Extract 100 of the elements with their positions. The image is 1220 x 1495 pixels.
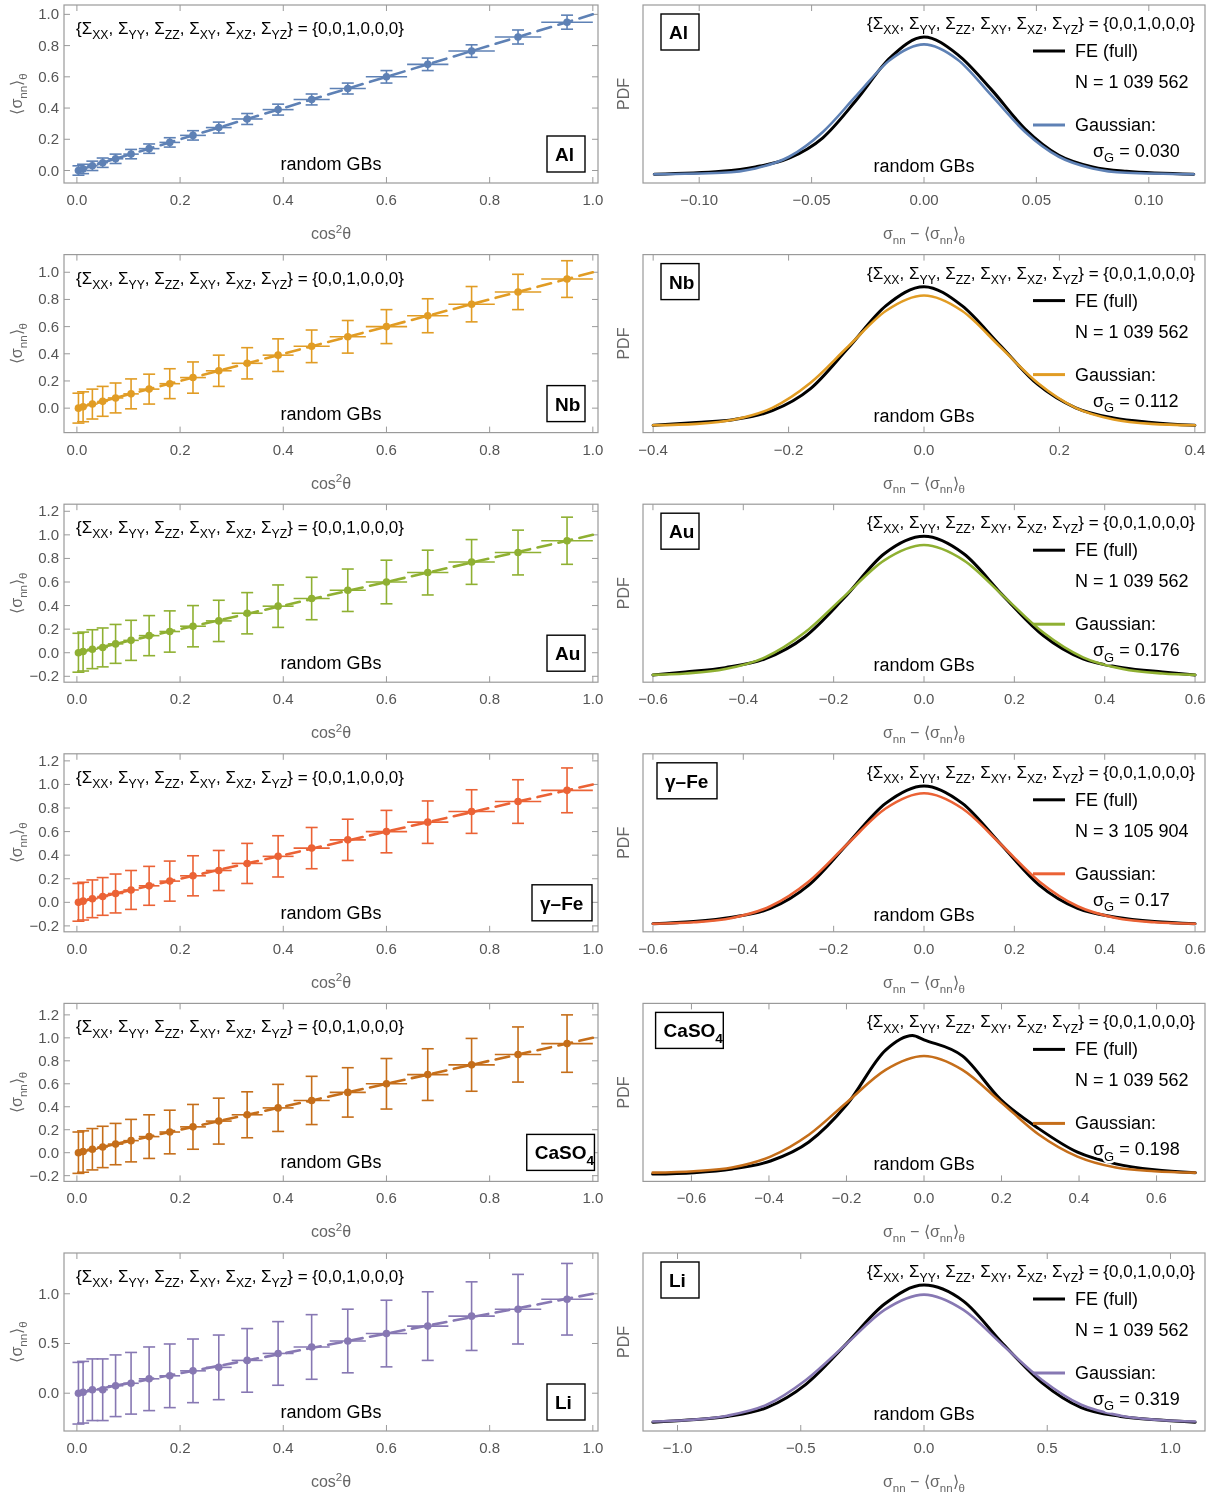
legend-label: Gaussian: (1075, 1363, 1157, 1383)
annotation: Nb (555, 393, 581, 415)
x-tick-label: −0.2 (818, 690, 849, 708)
y-tick-label: 0.6 (38, 317, 59, 335)
x-tick-label: 0.8 (479, 191, 501, 208)
x-axis-title: σ$_{nn}$ − ⟨σ$_{nn}$⟩$_{θ}$ (882, 973, 966, 995)
annotation: N = 1 039 562 (1075, 1320, 1189, 1340)
x-tick-label: 0.2 (991, 1189, 1012, 1207)
text: {Σ$_{XX}$, Σ$_{YY}$, Σ$_{ZZ}$, Σ$_{XY}$, Σ$_{XZ}$, Σ$_{YZ}$} = {0,0,1,0,0,0} (76, 1267, 405, 1291)
y-tick-label: 0.5 (38, 1334, 59, 1352)
y-axis-title: PDF (615, 77, 632, 110)
x-tick-label: −1.0 (662, 1439, 693, 1456)
annotation: N = 1 039 562 (1075, 321, 1189, 342)
annotation: Au (555, 643, 581, 665)
x-tick-label: −0.6 (638, 939, 668, 957)
legend-label: FE (full) (1075, 41, 1138, 61)
x-tick-label: 0.2 (1003, 690, 1025, 708)
text: {Σ$_{XX}$, Σ$_{YY}$, Σ$_{ZZ}$, Σ$_{XY}$, Σ$_{XZ}$, Σ$_{YZ}$} = {0,0,1,0,0,0} (76, 19, 405, 43)
text: {Σ$_{XX}$, Σ$_{YY}$, Σ$_{ZZ}$, Σ$_{XY}$, Σ$_{XZ}$, Σ$_{YZ}$} = {0,0,1,0,0,0} (76, 767, 405, 791)
legend-label: FE (full) (1075, 1039, 1138, 1060)
y-tick-label: 0.0 (38, 643, 59, 661)
x-tick-label: 0.4 (272, 191, 294, 208)
y-tick-label: 1.0 (38, 1028, 59, 1046)
y-tick-label: 1.0 (38, 5, 59, 23)
annotation: σ$_{G}$ = 0.319 (1093, 1389, 1180, 1414)
x-tick-label: 0.6 (376, 1189, 397, 1207)
annotation: γ–Fe (540, 892, 584, 914)
x-tick-label: 0.8 (479, 1439, 501, 1456)
text: {Σ$_{XX}$, Σ$_{YY}$, Σ$_{ZZ}$, Σ$_{XY}$, Σ$_{XZ}$, Σ$_{YZ}$} = {0,0,1,0,0,0} (866, 1012, 1195, 1036)
x-tick-label: 0.0 (66, 1189, 88, 1207)
y-tick-label: 0.4 (38, 99, 59, 117)
annotation: random GBs (873, 655, 975, 676)
annotation: σ$_{G}$ = 0.112 (1093, 390, 1179, 415)
annotation: σ$_{G}$ = 0.030 (1093, 141, 1180, 166)
x-tick-label: 0.2 (1003, 939, 1025, 957)
x-tick-label: 0.6 (376, 939, 397, 957)
y-tick-label: 1.0 (38, 1284, 59, 1302)
x-tick-label: 0.0 (66, 690, 88, 708)
y-tick-label: 0.0 (38, 1143, 59, 1161)
annotation: random GBs (280, 902, 382, 923)
x-tick-label: 0.6 (376, 191, 397, 208)
y-tick-label: 1.0 (38, 263, 59, 281)
text: {Σ$_{XX}$, Σ$_{YY}$, Σ$_{ZZ}$, Σ$_{XY}$, Σ$_{XZ}$, Σ$_{YZ}$} = {0,0,1,0,0,0} (866, 14, 1195, 38)
annotation: random GBs (873, 405, 975, 426)
x-tick-label: 0.2 (169, 939, 191, 957)
annotation: Au (669, 521, 695, 543)
x-tick-label: −0.6 (638, 690, 668, 708)
x-tick-label: 1.0 (582, 440, 604, 458)
annotation: Nb (669, 271, 695, 293)
annotation: σ$_{G}$ = 0.17 (1093, 889, 1170, 915)
x-tick-label: −0.4 (728, 690, 759, 708)
x-axis-title: σ$_{nn}$ − ⟨σ$_{nn}$⟩$_{θ}$ (882, 1473, 966, 1494)
y-tick-label: 1.0 (38, 525, 59, 543)
annotation: Al (669, 22, 688, 43)
x-tick-label: 0.0 (66, 191, 88, 208)
text: {Σ$_{XX}$, Σ$_{YY}$, Σ$_{ZZ}$, Σ$_{XY}$, Σ$_{XZ}$, Σ$_{YZ}$} = {0,0,1,0,0,0} (866, 1262, 1195, 1286)
annotation: γ–Fe (665, 770, 709, 792)
y-tick-label: 0.0 (38, 161, 59, 179)
x-tick-label: −0.2 (818, 939, 849, 957)
annotation: σ$_{G}$ = 0.176 (1093, 640, 1180, 665)
y-tick-label: −0.2 (29, 1166, 59, 1184)
x-tick-label: 1.0 (582, 1189, 604, 1207)
annotation: random GBs (873, 1404, 975, 1424)
y-tick-label: 0.2 (38, 1120, 59, 1138)
x-tick-label: 0.0 (66, 440, 88, 458)
x-tick-label: 0.0 (66, 939, 88, 957)
x-tick-label: 0.2 (169, 440, 191, 458)
x-tick-label: 0.6 (376, 1439, 397, 1456)
x-tick-label: 0.0 (66, 1439, 88, 1456)
x-tick-label: 0.0 (913, 939, 935, 957)
x-tick-label: −0.2 (773, 440, 804, 458)
x-tick-label: 0.2 (169, 1439, 191, 1456)
annotation: N = 3 105 904 (1075, 820, 1189, 841)
y-tick-label: 0.2 (38, 869, 59, 887)
x-tick-label: 0.0 (913, 690, 935, 708)
x-axis-title: cos$^{2}$θ (310, 1221, 352, 1241)
legend-label: Gaussian: (1075, 364, 1157, 385)
x-axis-title: σ$_{nn}$ − ⟨σ$_{nn}$⟩$_{θ}$ (882, 724, 966, 745)
y-tick-label: 0.0 (38, 893, 59, 911)
annotation: Li (669, 1270, 686, 1291)
x-tick-label: 0.2 (169, 690, 191, 708)
y-tick-label: 0.2 (38, 371, 59, 389)
x-tick-label: −0.10 (680, 191, 719, 208)
legend-label: FE (full) (1075, 789, 1138, 810)
y-tick-label: −0.2 (29, 667, 59, 685)
y-tick-label: −0.2 (29, 916, 59, 934)
text: {Σ$_{XX}$, Σ$_{YY}$, Σ$_{ZZ}$, Σ$_{XY}$, Σ$_{XZ}$, Σ$_{YZ}$} = {0,0,1,0,0,0} (76, 518, 405, 542)
y-tick-label: 0.2 (38, 130, 59, 148)
x-axis-title: cos$^{2}$θ (310, 472, 352, 492)
x-tick-label: 0.8 (479, 690, 501, 708)
y-tick-label: 0.6 (38, 1074, 59, 1092)
x-axis-title: cos$^{2}$θ (310, 721, 352, 742)
x-axis-title: cos$^{2}$θ (310, 971, 352, 991)
x-tick-label: 0.8 (479, 939, 501, 957)
y-tick-label: 0.4 (38, 596, 59, 614)
y-tick-label: 1.0 (38, 775, 59, 793)
x-tick-label: 0.2 (1048, 440, 1070, 458)
annotation: σ$_{G}$ = 0.198 (1093, 1139, 1180, 1164)
x-axis-title: cos$^{2}$θ (310, 222, 352, 242)
y-tick-label: 0.2 (38, 620, 59, 638)
